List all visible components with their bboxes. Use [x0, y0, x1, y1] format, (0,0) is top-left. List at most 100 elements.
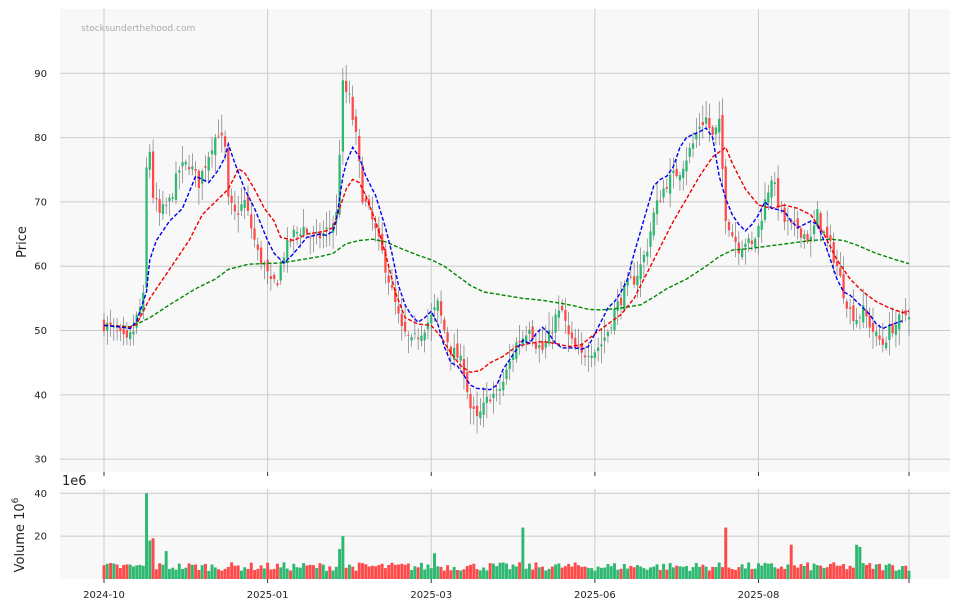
candle-body-53: [276, 283, 279, 286]
volume-bar-26: [187, 563, 191, 579]
candlesticks: [102, 64, 911, 434]
watermark: stocksunderthehood.com: [81, 24, 195, 34]
volume-bar-188: [717, 562, 721, 579]
candle-body-58: [292, 229, 295, 238]
volume-bar-9: [131, 566, 135, 579]
volume-bar-97: [419, 562, 423, 579]
candle-body-98: [423, 332, 426, 341]
volume-bar-126: [514, 566, 518, 579]
candle-body-9: [132, 331, 135, 335]
candle-body-217: [812, 225, 816, 235]
volume-bar-54: [279, 567, 283, 579]
candle-body-16: [155, 198, 158, 200]
volume-bar-78: [357, 562, 361, 579]
volume-bar-90: [397, 564, 400, 579]
candle-body-112: [469, 394, 472, 409]
candle-body-47: [256, 244, 259, 250]
candle-body-2: [109, 322, 112, 325]
volume-bar-243: [897, 569, 901, 579]
volume-bar-211: [793, 565, 796, 579]
volume-bar-114: [475, 569, 479, 579]
volume-bar-45: [249, 562, 253, 579]
volume-bar-189: [721, 567, 724, 579]
candle-body-17: [158, 199, 161, 213]
candle-body-18: [161, 204, 165, 214]
candle-body-232: [862, 305, 865, 323]
volume-bar-30: [200, 565, 204, 579]
volume-bar-70: [331, 570, 335, 579]
volume-bar-20: [167, 569, 171, 579]
volume-bar-8: [128, 564, 132, 579]
volume-bar-212: [796, 567, 800, 579]
candle-body-237: [878, 335, 881, 340]
candle-body-168: [652, 212, 655, 236]
candle-body-225: [839, 267, 842, 276]
candle-body-155: [610, 327, 613, 329]
volume-bar-79: [361, 563, 364, 579]
candle-body-195: [740, 248, 744, 258]
candle-body-142: [567, 325, 570, 335]
candle-body-163: [636, 275, 639, 286]
volume-x-tick-labels: 2024-10 2025-01 2025-03 2025-06 2025-08: [83, 579, 910, 601]
candle-body-246: [907, 317, 911, 320]
volume-axis-label: Volume 106: [11, 497, 28, 572]
candle-body-216: [809, 236, 812, 242]
volume-bar-163: [635, 565, 639, 579]
volume-bar-208: [783, 569, 787, 579]
candle-body-224: [835, 261, 839, 267]
candle-body-243: [898, 314, 901, 330]
volume-bar-179: [688, 570, 692, 579]
volume-bar-237: [878, 563, 882, 579]
candle-body-19: [165, 204, 168, 206]
volume-bar-46: [253, 570, 256, 579]
candle-body-45: [250, 214, 253, 229]
candle-body-111: [466, 372, 469, 392]
volume-bar-128: [521, 527, 525, 579]
volume-bar-22: [174, 569, 178, 579]
volume-bar-38: [226, 566, 230, 579]
volume-bar-60: [298, 567, 302, 579]
candle-body-69: [328, 227, 331, 229]
volume-bar-229: [851, 567, 855, 579]
volume-bar-63: [308, 564, 312, 579]
candle-body-86: [384, 249, 387, 273]
candle-body-73: [341, 80, 345, 152]
candle-body-5: [119, 327, 122, 331]
volume-bar-147: [583, 566, 587, 579]
volume-bar-224: [835, 565, 839, 579]
volume-bar-221: [825, 567, 829, 579]
volume-bar-67: [321, 564, 325, 579]
candle-body-211: [793, 220, 796, 222]
candle-body-27: [191, 166, 194, 170]
candle-body-37: [223, 136, 227, 147]
candle-body-147: [583, 355, 587, 358]
volume-bar-115: [478, 570, 482, 579]
candle-body-152: [600, 344, 603, 347]
volume-bar-201: [760, 565, 764, 579]
volume-bar-219: [819, 565, 823, 579]
volume-bar-94: [410, 570, 414, 579]
candle-body-33: [210, 150, 214, 155]
candle-body-118: [488, 399, 492, 402]
volume-bar-17: [158, 563, 162, 579]
volume-bar-87: [387, 565, 391, 579]
volume-bar-99: [426, 564, 430, 579]
candle-body-87: [387, 275, 390, 283]
x-tick-label-4: 2025-08: [738, 590, 780, 601]
candle-body-65: [315, 231, 318, 234]
volume-bar-95: [413, 566, 417, 579]
price-y-tick-80: 80: [34, 133, 47, 144]
ma-short-line: [103, 127, 903, 391]
candle-body-198: [750, 240, 754, 245]
candle-body-91: [400, 314, 403, 326]
candle-body-240: [888, 324, 891, 341]
volume-bar-53: [275, 563, 279, 579]
candle-body-105: [446, 332, 449, 343]
candle-body-82: [371, 211, 374, 220]
candle-body-49: [263, 263, 266, 265]
ma-long-line: [103, 238, 910, 328]
candle-body-68: [325, 227, 328, 230]
candle-body-13: [145, 167, 148, 289]
candle-body-166: [646, 251, 649, 257]
candle-body-123: [505, 369, 508, 379]
